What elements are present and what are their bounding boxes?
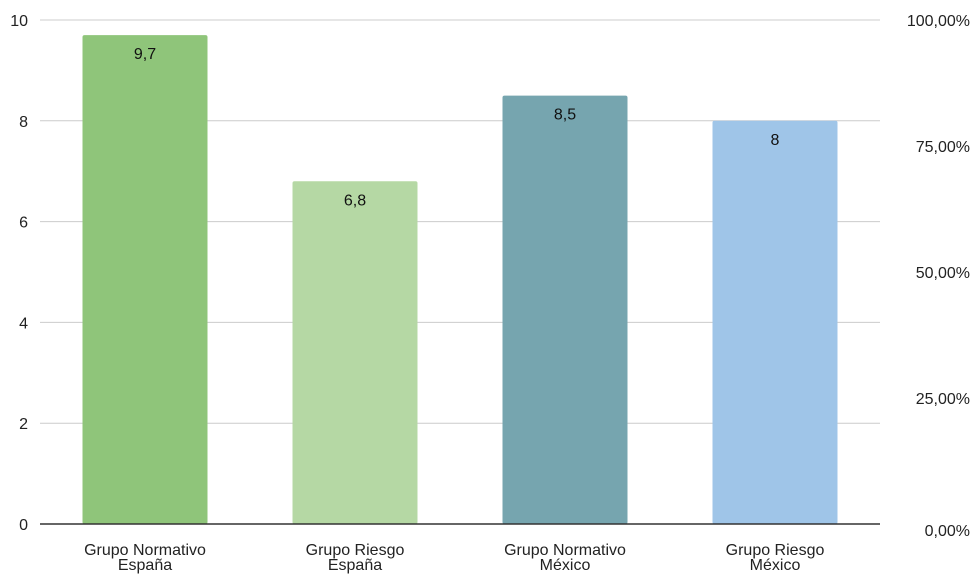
y2-tick-label: 0,00% <box>925 523 970 540</box>
data-label: 9,7 <box>134 46 156 63</box>
category-label-line: Grupo Riesgo <box>726 542 825 559</box>
y-axis-right-ticks: 0,00% 25,00% 50,00% 75,00% 100,00% <box>907 13 970 540</box>
y-tick-label: 0 <box>19 517 28 534</box>
category-label-line: Grupo Riesgo <box>306 542 405 559</box>
bar <box>502 95 628 524</box>
y2-tick-label: 25,00% <box>916 391 970 408</box>
y-tick-label: 2 <box>19 416 28 433</box>
y2-tick-label: 75,00% <box>916 139 970 156</box>
category-label-line: Grupo Normativo <box>84 542 206 559</box>
data-label: 8 <box>771 132 780 149</box>
category-label-line: España <box>328 557 382 574</box>
category-label-line: México <box>540 557 591 574</box>
y-tick-label: 4 <box>19 315 28 332</box>
y2-tick-label: 50,00% <box>916 265 970 282</box>
y-axis-left-ticks: 0 2 4 6 8 10 <box>10 13 28 534</box>
category-label: Grupo Normativo España <box>84 542 206 574</box>
y-tick-label: 10 <box>10 13 28 30</box>
bar <box>292 181 418 524</box>
bars <box>82 35 838 525</box>
category-label-line: España <box>118 557 172 574</box>
y2-tick-label: 100,00% <box>907 13 970 30</box>
category-label: Grupo Normativo México <box>504 542 626 574</box>
data-labels: 9,7 6,8 8,5 8 <box>134 46 780 209</box>
data-label: 8,5 <box>554 107 576 124</box>
category-label: Grupo Riesgo México <box>726 542 825 574</box>
y-tick-label: 8 <box>19 114 28 131</box>
bar <box>712 120 838 525</box>
category-label-line: Grupo Normativo <box>504 542 626 559</box>
y-tick-label: 6 <box>19 215 28 232</box>
category-label: Grupo Riesgo España <box>306 542 405 574</box>
category-label-line: México <box>750 557 801 574</box>
bar <box>82 35 208 525</box>
data-label: 6,8 <box>344 192 366 209</box>
